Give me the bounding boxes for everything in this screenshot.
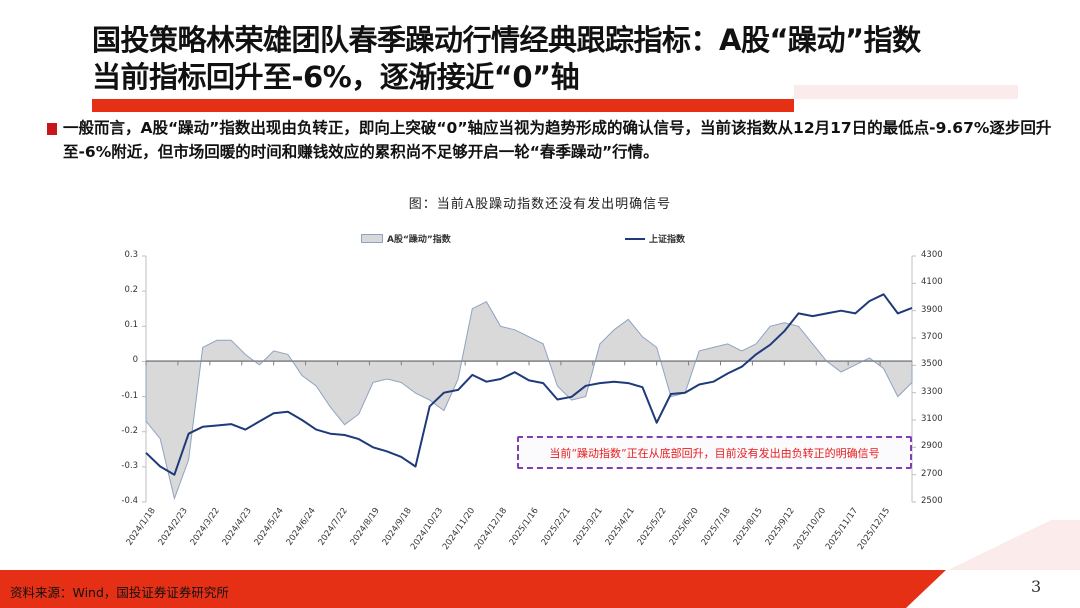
zaodong-index-area xyxy=(145,301,913,501)
footer-decoration-triangle xyxy=(948,520,1080,570)
chart-annotation-box: 当前“躁动指数”正在从底部回升，目前没有发出由负转正的明确信号 xyxy=(517,436,912,469)
right-y-tick-label: 3500 xyxy=(921,359,943,370)
right-y-tick-label: 3100 xyxy=(921,414,943,424)
title-line-1: 国投策略林荣雄团队春季躁动行情经典跟踪指标：A股“躁动”指数 xyxy=(92,23,921,57)
slide-title: 国投策略林荣雄团队春季躁动行情经典跟踪指标：A股“躁动”指数 当前指标回升至-6… xyxy=(92,22,1052,96)
legend-label-line: 上证指数 xyxy=(649,235,686,245)
description-text: 一般而言，A股“躁动”指数出现由负转正，即向上突破“0”轴应当视为趋势形成的确认… xyxy=(63,119,1052,161)
bullet-square-icon xyxy=(47,123,57,135)
title-line-2: 当前指标回升至-6%，逐渐接近“0”轴 xyxy=(92,60,580,94)
right-y-tick-label: 3300 xyxy=(921,386,943,397)
legend-area-swatch-icon xyxy=(361,234,383,243)
right-y-tick-label: 4100 xyxy=(921,277,943,288)
legend-line-swatch-icon xyxy=(625,237,645,240)
left-y-tick-label: 0.1 xyxy=(124,320,138,331)
left-y-tick-label: 0.2 xyxy=(124,285,138,296)
left-y-tick-label: 0 xyxy=(132,355,138,366)
title-underline-bar xyxy=(92,99,794,112)
footer-source: 资料来源：Wind，国投证券证券研究所 xyxy=(10,585,229,600)
shanghai-index-line xyxy=(145,293,913,476)
legend-item-area: A股“躁动”指数 xyxy=(361,232,451,245)
right-y-tick-label: 4300 xyxy=(921,250,943,260)
legend-label-area: A股“躁动”指数 xyxy=(387,235,451,245)
left-y-tick-label: -0.1 xyxy=(121,390,138,401)
right-y-tick-label: 2900 xyxy=(921,441,943,452)
right-y-tick-label: 3900 xyxy=(921,304,943,315)
left-y-tick-label: -0.4 xyxy=(121,496,138,506)
legend-item-line: 上证指数 xyxy=(625,232,685,245)
chart-title: 图：当前A股躁动指数还没有发出明确信号 xyxy=(408,197,672,212)
footer-bar xyxy=(0,570,946,608)
title-decoration-light xyxy=(794,85,1018,99)
page-number: 3 xyxy=(1031,577,1042,596)
annotation-text: 当前“躁动指数”正在从底部回升，目前没有发出由负转正的明确信号 xyxy=(549,446,880,460)
right-y-tick-label: 2700 xyxy=(921,468,943,479)
left-y-tick-label: -0.2 xyxy=(121,425,138,436)
right-y-tick-label: 2500 xyxy=(921,496,943,506)
left-y-tick-label: -0.3 xyxy=(121,460,138,471)
left-y-tick-label: 0.3 xyxy=(124,250,138,260)
right-y-tick-label: 3700 xyxy=(921,332,943,342)
